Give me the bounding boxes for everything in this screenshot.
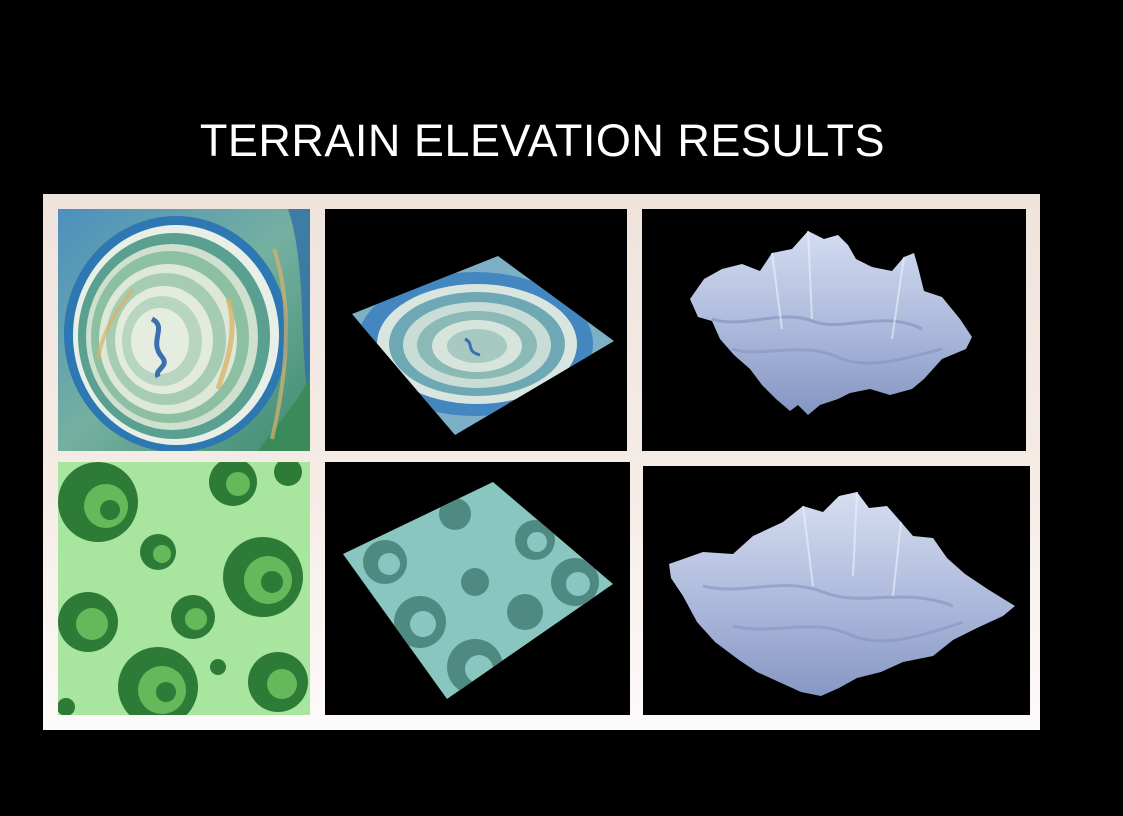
agate-texture-map bbox=[58, 209, 310, 451]
swirl-texture-on-plane bbox=[325, 462, 630, 715]
results-frame bbox=[43, 194, 1040, 730]
swirl-texture-map bbox=[58, 462, 310, 715]
agate-texture-on-plane bbox=[325, 209, 627, 451]
swirl-elevation-surface bbox=[643, 466, 1030, 715]
slide-title: TERRAIN ELEVATION RESULTS bbox=[199, 115, 886, 166]
agate-elevation-surface bbox=[642, 209, 1026, 451]
